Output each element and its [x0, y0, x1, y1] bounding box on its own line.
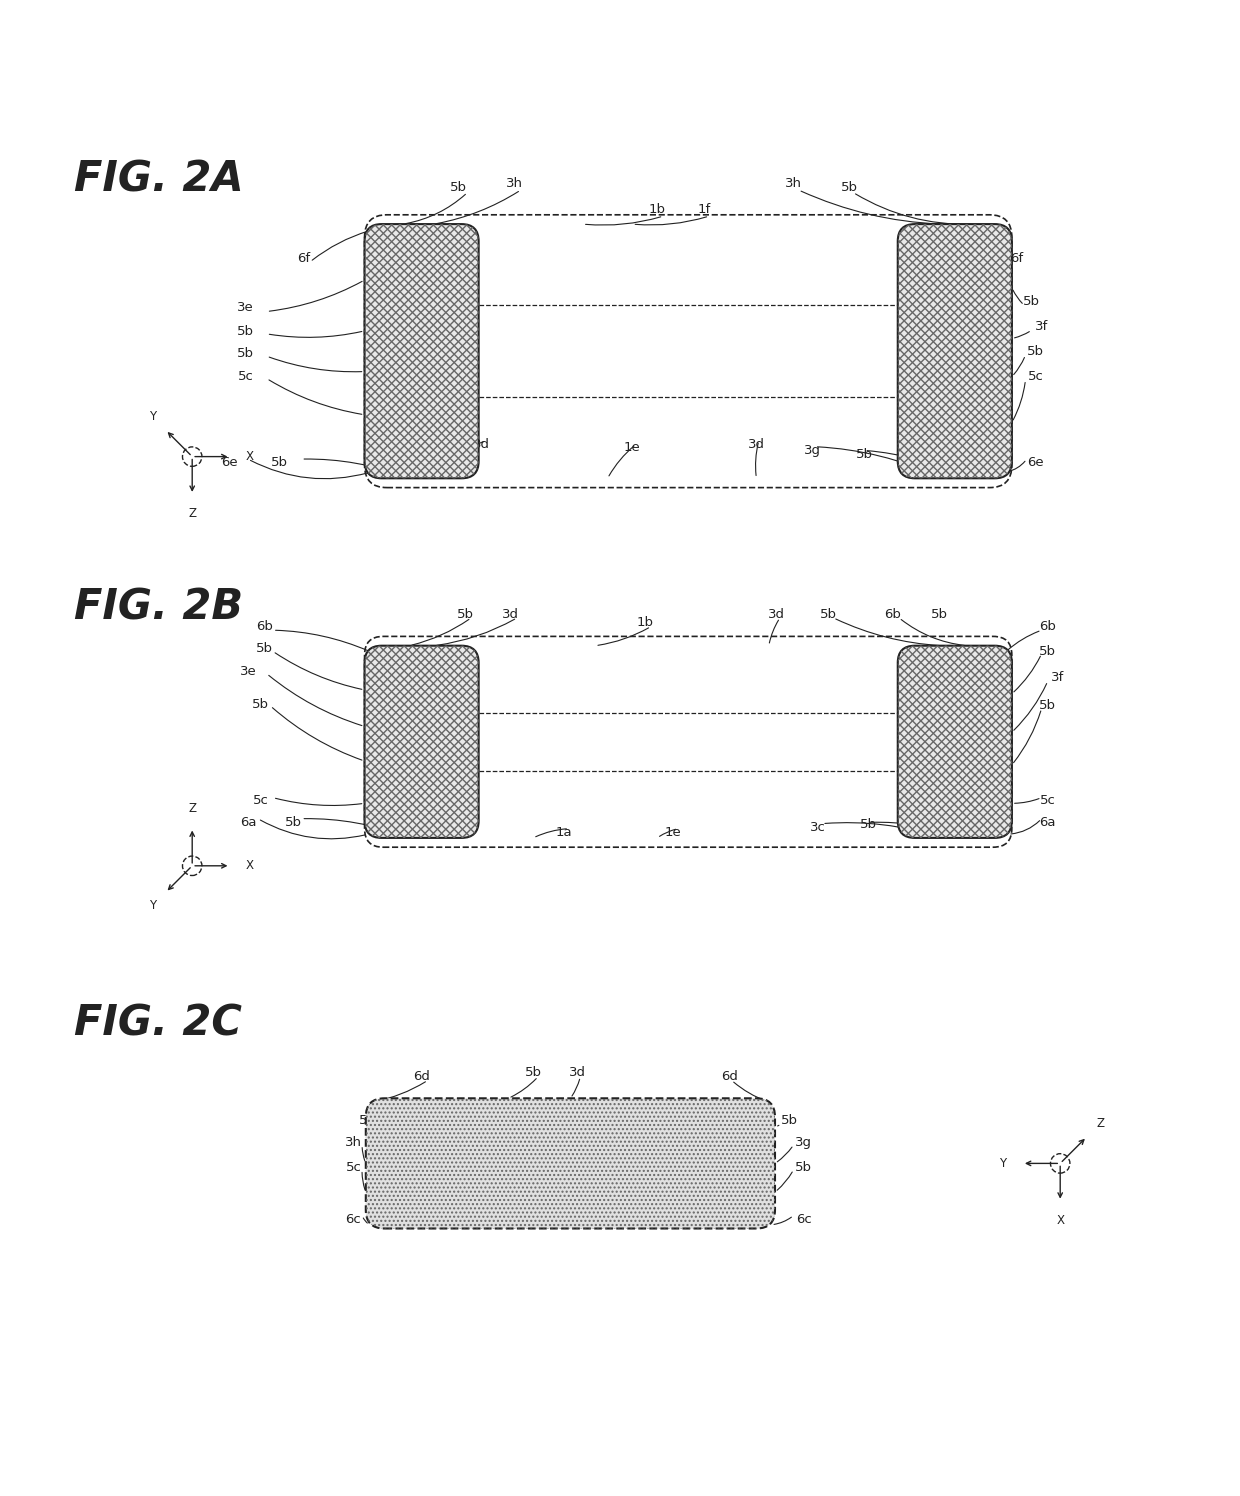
Text: 1f: 1f	[698, 203, 711, 217]
Text: 5b: 5b	[1027, 344, 1044, 358]
Text: Y: Y	[999, 1156, 1007, 1170]
Text: 6e: 6e	[221, 456, 238, 470]
Text: FIG. 2A: FIG. 2A	[74, 159, 244, 200]
Text: 3h: 3h	[785, 178, 802, 190]
Text: 5b: 5b	[1039, 645, 1056, 658]
Text: 3h: 3h	[506, 178, 523, 190]
Text: 6d: 6d	[720, 1070, 738, 1083]
Text: 5c: 5c	[1040, 793, 1055, 806]
Text: 6b: 6b	[884, 607, 901, 621]
Text: Z: Z	[188, 507, 196, 521]
Text: 6b: 6b	[255, 619, 273, 633]
Text: 1e: 1e	[624, 441, 641, 455]
FancyBboxPatch shape	[366, 1098, 775, 1228]
Text: 5b: 5b	[237, 325, 254, 338]
Text: Z: Z	[188, 802, 196, 815]
Text: 3d: 3d	[502, 607, 520, 621]
Text: X: X	[246, 450, 253, 464]
Text: 5b: 5b	[820, 607, 837, 621]
FancyBboxPatch shape	[365, 636, 1012, 847]
Text: 5b: 5b	[512, 1215, 529, 1228]
FancyBboxPatch shape	[898, 646, 1012, 838]
Text: 3g: 3g	[413, 446, 430, 459]
Text: 3e: 3e	[239, 664, 257, 678]
Text: 5b: 5b	[795, 1161, 812, 1174]
Text: 5b: 5b	[456, 607, 474, 621]
Text: 6a: 6a	[239, 815, 257, 829]
Text: 1b: 1b	[636, 616, 653, 630]
Text: 1b: 1b	[649, 203, 666, 217]
Text: 5b: 5b	[525, 1067, 542, 1080]
FancyBboxPatch shape	[365, 215, 1012, 488]
FancyBboxPatch shape	[365, 224, 479, 479]
Text: 5b: 5b	[1039, 699, 1056, 712]
Text: 5b: 5b	[285, 815, 303, 829]
Text: FIG. 2B: FIG. 2B	[74, 586, 243, 628]
Text: FIG. 2C: FIG. 2C	[74, 1002, 242, 1044]
Text: 3e: 3e	[237, 301, 254, 314]
Text: 5b: 5b	[255, 642, 273, 655]
Text: 5b: 5b	[358, 1113, 376, 1126]
Text: 5c: 5c	[253, 793, 268, 806]
Text: 6f: 6f	[1011, 251, 1023, 265]
Text: 5b: 5b	[841, 181, 858, 194]
Text: 6a: 6a	[1039, 815, 1056, 829]
Text: 3d: 3d	[569, 1067, 587, 1080]
Text: 5b: 5b	[237, 347, 254, 361]
Text: 5b: 5b	[450, 181, 467, 194]
Text: 5b: 5b	[270, 456, 288, 470]
Text: 5c: 5c	[346, 1161, 361, 1174]
Text: X: X	[1056, 1215, 1064, 1227]
Text: 6c: 6c	[796, 1213, 811, 1225]
Text: 5b: 5b	[252, 699, 269, 711]
Text: 5c: 5c	[238, 370, 253, 383]
Text: X: X	[246, 859, 253, 872]
FancyBboxPatch shape	[365, 646, 479, 838]
Text: 3h: 3h	[345, 1135, 362, 1149]
Text: 5b: 5b	[1023, 295, 1040, 308]
Text: 3f: 3f	[1052, 670, 1064, 684]
Text: Z: Z	[1096, 1118, 1105, 1129]
Text: 3f: 3f	[1035, 320, 1048, 334]
Text: Y: Y	[149, 899, 156, 913]
Text: 3d: 3d	[748, 438, 765, 450]
Text: 5c: 5c	[1028, 370, 1043, 383]
Text: 6d: 6d	[413, 1070, 430, 1083]
Text: 6f: 6f	[298, 251, 310, 265]
Text: 3d: 3d	[472, 438, 490, 450]
Text: 6e: 6e	[1027, 456, 1044, 470]
Text: 5b: 5b	[859, 818, 877, 832]
FancyBboxPatch shape	[898, 224, 1012, 479]
Text: 1a: 1a	[556, 826, 573, 839]
Text: 6c: 6c	[346, 1213, 361, 1225]
Text: 3c: 3c	[557, 1215, 572, 1228]
Text: Y: Y	[149, 410, 156, 423]
Text: 3g: 3g	[804, 444, 821, 456]
Text: 3g: 3g	[795, 1135, 812, 1149]
Text: 1e: 1e	[665, 826, 682, 839]
Text: 6b: 6b	[1039, 619, 1056, 633]
Text: 3c: 3c	[811, 821, 826, 833]
Text: 5b: 5b	[856, 447, 873, 461]
Text: 5b: 5b	[781, 1113, 799, 1126]
Text: 5b: 5b	[931, 607, 949, 621]
Text: 3c: 3c	[443, 821, 458, 833]
Text: 3d: 3d	[768, 607, 785, 621]
